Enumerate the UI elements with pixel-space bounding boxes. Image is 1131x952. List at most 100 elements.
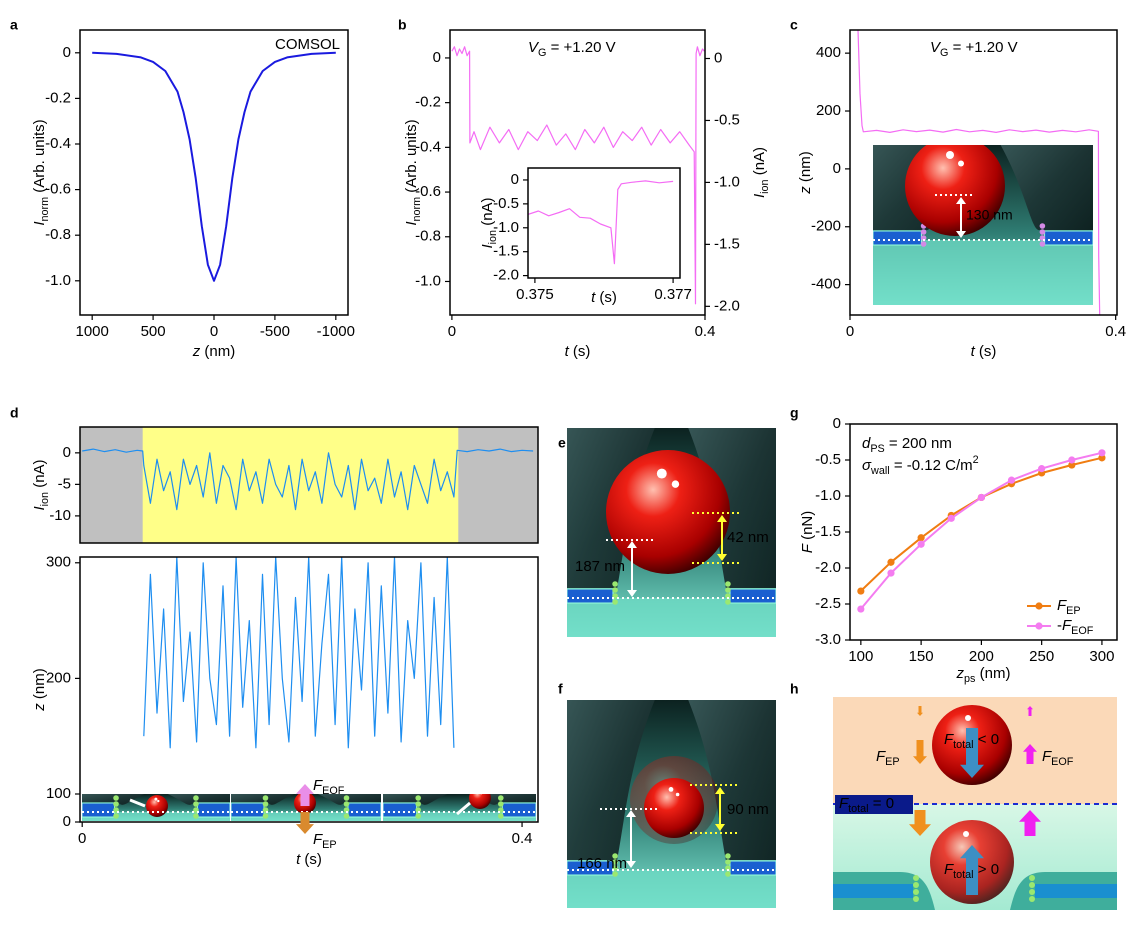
x-axis-label-part: ps <box>964 673 976 685</box>
x-axis-label-part: t <box>971 343 976 360</box>
surface-charge <box>612 859 618 865</box>
surface-charge <box>725 593 731 599</box>
data-point <box>857 587 865 595</box>
y-tick-label: -2.5 <box>815 595 841 612</box>
motion-arrow <box>456 801 471 816</box>
data-point <box>1038 465 1046 473</box>
illustration <box>383 794 536 821</box>
diagram-label-part: < 0 <box>974 731 999 748</box>
plot-frame <box>79 556 539 823</box>
floor <box>873 240 1093 305</box>
particle <box>469 794 491 809</box>
legend-marker <box>1035 622 1043 630</box>
surface-charge <box>612 587 618 593</box>
force-arrow <box>960 845 984 895</box>
data-point <box>857 605 865 613</box>
legend-marker <box>1035 602 1043 610</box>
panel-letter: e <box>558 435 566 451</box>
data-line <box>860 451 1103 610</box>
annotation-part: V <box>930 39 942 56</box>
annotation-part: σ <box>862 457 872 474</box>
highlight <box>157 799 160 803</box>
surface-charge <box>415 795 421 801</box>
image-label: 166 nm <box>577 855 627 872</box>
surface-charge <box>343 801 350 807</box>
y-axis-label-part: (Arb. units) <box>403 119 420 197</box>
x-axis-label-part: (nm) <box>200 343 235 360</box>
data-point <box>947 514 955 522</box>
y-tick-label: -200 <box>811 218 841 235</box>
data-line <box>528 180 674 265</box>
surface-charge <box>612 581 618 587</box>
surface-charge <box>113 801 119 807</box>
diagram-label-part: F <box>839 795 849 812</box>
image-label-part: EOF <box>322 785 345 797</box>
y-tick-label: -0.8 <box>415 228 441 245</box>
y2-tick-label: 0 <box>714 49 722 66</box>
particle <box>905 145 1005 236</box>
surface-charge <box>193 795 199 801</box>
x-tick-label: 0 <box>210 323 218 340</box>
membrane <box>347 802 381 818</box>
plot-frame <box>79 29 349 316</box>
diagram-label-part: F <box>944 861 954 878</box>
annotation-part: wall <box>870 465 890 477</box>
y-tick-label: 200 <box>46 669 71 686</box>
legend-label: FEP <box>1057 597 1081 617</box>
membrane <box>501 802 536 818</box>
surface-charge <box>725 853 731 859</box>
pore-wall <box>318 794 381 805</box>
highlight <box>946 151 954 159</box>
y-tick-label: -0.6 <box>415 183 441 200</box>
x-axis-label-part: z <box>956 665 965 682</box>
arrow-head <box>956 197 966 204</box>
y-axis-label-part: I <box>31 221 48 225</box>
y-tick-label: -0.4 <box>415 138 441 155</box>
image-label: 187 nm <box>575 558 625 575</box>
data-line <box>143 557 455 749</box>
annotation: VG = +1.20 V <box>930 39 1018 59</box>
panel-letter: h <box>790 681 799 697</box>
legend-label: COMSOL <box>275 36 340 53</box>
arrow-head <box>715 824 725 831</box>
y-tick-label: -400 <box>811 276 841 293</box>
y2-axis-label: Iion (nA) <box>751 147 771 198</box>
x-axis-label: t (s) <box>591 289 617 306</box>
annotation: VG = +1.20 V <box>528 39 616 59</box>
plot-frame <box>79 426 539 544</box>
membrane <box>1044 230 1093 246</box>
x-tick-label: 300 <box>1089 648 1114 665</box>
y2-axis-label-part: (nA) <box>751 147 768 180</box>
force-arrow <box>296 812 314 834</box>
plot-frame <box>449 29 706 316</box>
legend-label-part: EOF <box>1071 625 1094 637</box>
surface-charge <box>725 599 731 605</box>
surface-charge <box>415 801 421 807</box>
x-axis-label: t (s) <box>296 851 322 868</box>
arrow-head <box>626 810 636 817</box>
surface-charge <box>913 875 919 881</box>
y-tick-label: -0.5 <box>815 451 841 468</box>
floor <box>383 812 536 821</box>
data-point <box>917 534 925 542</box>
data-line <box>451 46 705 305</box>
diagram-label: Ftotal > 0 <box>944 861 999 881</box>
annotation-part: G <box>538 47 546 59</box>
diagram-label: FEP <box>876 748 900 768</box>
panel-letter: b <box>398 17 407 33</box>
y-tick-label: 0 <box>63 44 71 61</box>
membrane <box>567 588 614 604</box>
y2-tick-label: -1.5 <box>714 235 740 252</box>
x-axis-label-part: (nm) <box>975 665 1010 682</box>
y-axis-label-part: F <box>799 543 816 553</box>
illustration <box>873 145 1093 305</box>
x-tick-label: 0 <box>78 830 86 847</box>
annotation: dPS = 200 nm <box>862 435 952 455</box>
pore-wall <box>231 794 294 805</box>
highlight <box>668 787 674 792</box>
y-tick-label: 0 <box>63 813 71 830</box>
surface-charge <box>1029 875 1035 881</box>
particle <box>606 450 730 574</box>
data-point <box>1068 456 1076 464</box>
surface-charge <box>725 587 731 593</box>
